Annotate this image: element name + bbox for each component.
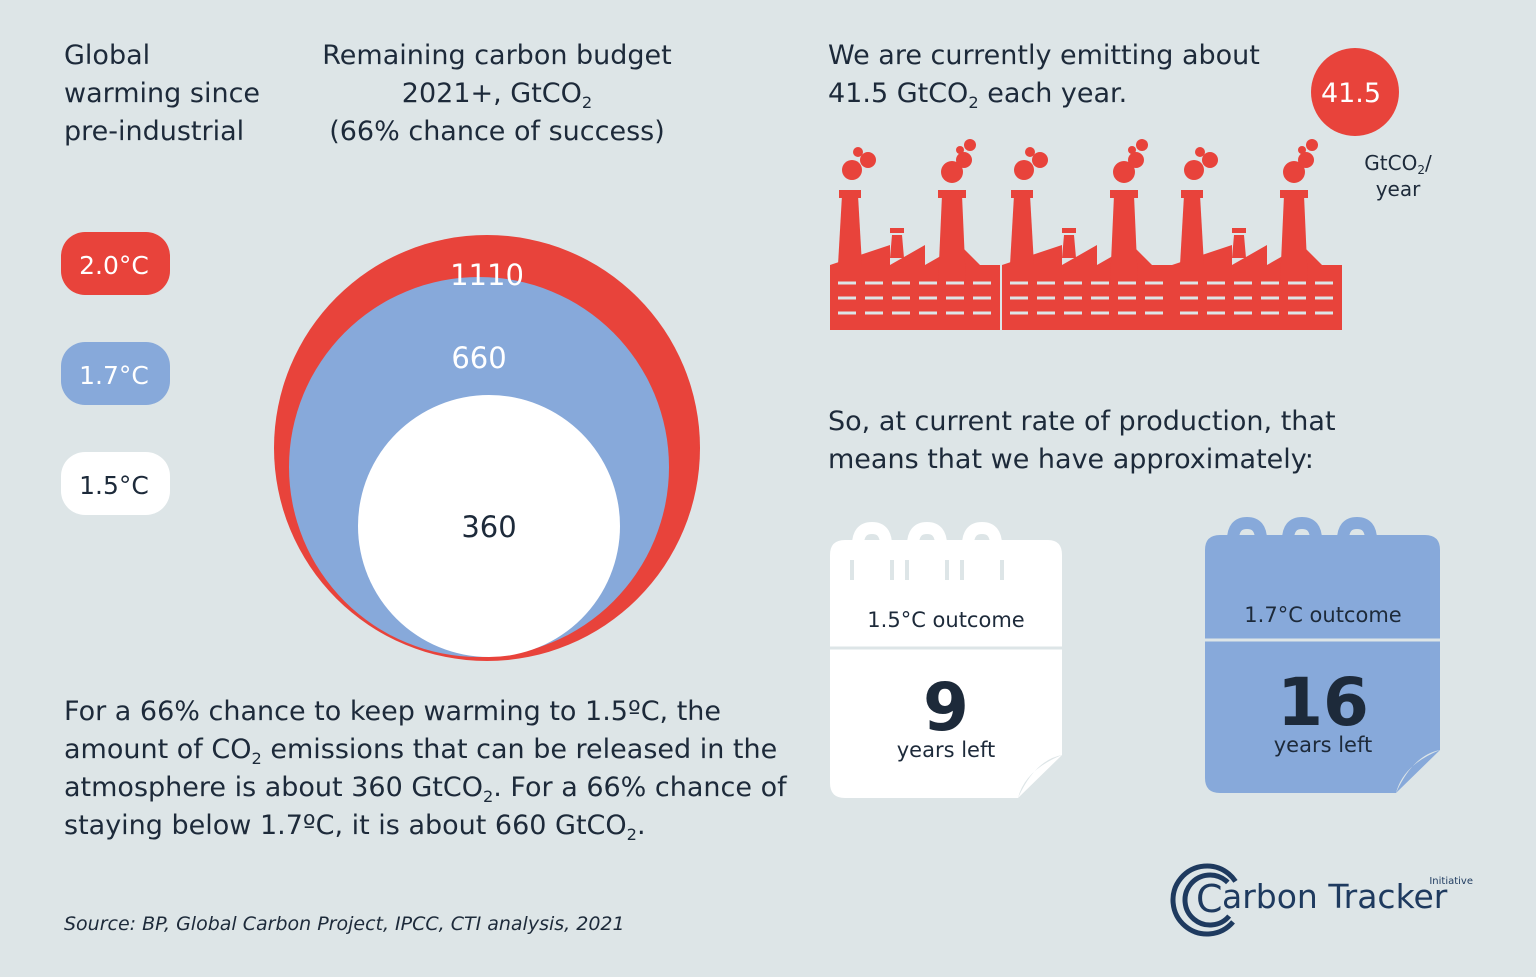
calendar-years: 9 [923,669,969,746]
calendar-caption: years left [897,738,995,762]
text-span: amount of CO [64,734,251,765]
legend-label: 1.5°C [79,471,149,500]
text-line: staying below 1.7ºC, it is about 660 GtC… [64,810,646,844]
text-line: amount of CO2 emissions that can be rele… [64,734,777,768]
text-span: each year. [979,78,1128,109]
rate-badge [1311,48,1399,136]
text-span: . [637,810,646,841]
text-line: atmosphere is about 360 GtCO2. For a 66%… [64,772,788,806]
subscript: 2 [968,93,978,112]
budget-circle [358,395,620,657]
subscript: 2 [251,749,261,768]
text-line: GtCO2/ [1364,151,1432,177]
calendar [830,521,1062,798]
logo-tag: Initiative [1429,876,1473,887]
calendar-years: 16 [1277,664,1369,741]
text-line: Remaining carbon budget [322,40,672,71]
header-line: pre-industrial [64,116,244,147]
text-line: 41.5 GtCO2 each year. [828,78,1127,112]
legend-label: 1.7°C [79,361,149,390]
subscript: 2 [582,93,592,112]
text-span: For a 66% chance to keep warming to 1.5º… [64,696,721,727]
rate-value: 41.5 [1321,78,1381,109]
calendar [1205,516,1440,793]
text-span: So, at current rate of production, that [828,406,1336,437]
budget-value: 1110 [450,258,524,292]
source: Source: BP, Global Carbon Project, IPCC,… [64,913,625,935]
text-span: year [1376,177,1421,201]
legend-pill [61,342,170,405]
text-line: For a 66% chance to keep warming to 1.5º… [64,696,721,727]
header-line: Global [64,40,150,71]
text-line: We are currently emitting about [828,40,1260,71]
text-span: 41.5 GtCO [828,78,968,109]
text-span: 2021+, GtCO [402,78,582,109]
calendar-outcome: 1.5°C outcome [867,608,1024,632]
legend-pill [61,232,170,295]
text-line: So, at current rate of production, that [828,406,1336,437]
header-line: warming since [64,78,260,109]
text-span: . For a 66% chance of [493,772,788,803]
text-span: We are currently emitting about [828,40,1260,71]
subscript: 2 [483,787,493,806]
text-line: year [1376,177,1421,201]
logo-text: arbon Tracker [1222,877,1448,916]
text-span: GtCO [1364,151,1417,175]
text-span: emissions that can be released in the [262,734,777,765]
legend-pill [61,452,170,515]
calendar-outcome: 1.7°C outcome [1244,603,1401,627]
text-span: / [1425,151,1432,175]
budget-value: 360 [461,510,516,544]
text-span: (66% chance of success) [329,116,665,147]
text-span: means that we have approximately: [828,444,1314,475]
text-line: means that we have approximately: [828,444,1314,475]
logo-initial: C [1196,877,1223,921]
text-line: (66% chance of success) [329,116,665,147]
text-span: staying below 1.7ºC, it is about 660 GtC… [64,810,627,841]
legend-label: 2.0°C [79,251,149,280]
logo: C arbon Tracker Initiative [1170,863,1473,937]
budget-value: 660 [451,341,506,375]
subscript: 2 [627,825,637,844]
calendar-caption: years left [1274,733,1372,757]
text-span: atmosphere is about 360 GtCO [64,772,483,803]
text-line: 2021+, GtCO2 [402,78,592,112]
text-span: Remaining carbon budget [322,40,672,71]
subscript: 2 [1417,163,1425,177]
